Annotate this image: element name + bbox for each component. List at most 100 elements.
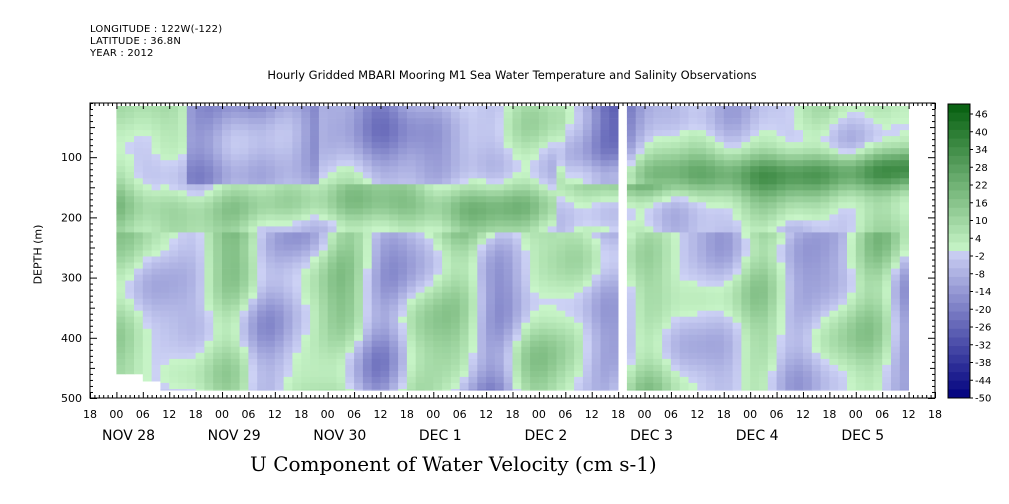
- heatmap-cell: [222, 256, 232, 263]
- heatmap-cell: [662, 262, 672, 269]
- heatmap-cell: [706, 346, 716, 354]
- heatmap-cell: [626, 286, 637, 293]
- heatmap-cell: [811, 286, 821, 293]
- heatmap-cell: [116, 154, 126, 161]
- heatmap-cell: [811, 256, 821, 263]
- heatmap-cell: [899, 130, 909, 137]
- heatmap-cell: [565, 124, 575, 131]
- heatmap-cell: [125, 322, 135, 330]
- heatmap-cell: [899, 250, 909, 257]
- heatmap-cell: [829, 130, 839, 137]
- heatmap-cell: [318, 382, 329, 390]
- heatmap-cell: [274, 226, 284, 233]
- heatmap-cell: [186, 112, 196, 119]
- heatmap-cell: [811, 280, 821, 287]
- heatmap-cell: [371, 220, 381, 227]
- heatmap-cell: [759, 346, 769, 354]
- heatmap-cell: [125, 226, 135, 233]
- heatmap-field: [116, 106, 909, 391]
- heatmap-cell: [591, 172, 601, 179]
- heatmap-cell: [213, 244, 223, 251]
- heatmap-cell: [310, 208, 320, 215]
- heatmap-cell: [714, 298, 725, 306]
- heatmap-cell: [530, 346, 540, 354]
- heatmap-cell: [292, 208, 302, 215]
- heatmap-cell: [283, 340, 293, 348]
- heatmap-cell: [213, 166, 223, 173]
- heatmap-cell: [415, 190, 425, 197]
- heatmap-cell: [160, 166, 170, 173]
- heatmap-cell: [891, 130, 901, 137]
- heatmap-cell: [626, 316, 637, 324]
- heatmap-cell: [248, 358, 258, 366]
- heatmap-cell: [345, 136, 355, 143]
- heatmap-cell: [116, 220, 126, 227]
- heatmap-cell: [160, 382, 170, 390]
- heatmap-cell: [266, 328, 276, 336]
- heatmap-cell: [354, 298, 364, 306]
- heatmap-cell: [706, 389, 716, 391]
- heatmap-cell: [803, 184, 813, 191]
- heatmap-cell: [635, 124, 645, 131]
- heatmap-cell: [327, 352, 337, 360]
- heatmap-cell: [362, 244, 373, 251]
- heatmap-cell: [697, 340, 707, 348]
- heatmap-cell: [134, 190, 144, 197]
- heatmap-cell: [415, 268, 425, 275]
- heatmap-cell: [626, 244, 637, 251]
- heatmap-cell: [433, 328, 443, 336]
- heatmap-cell: [494, 382, 505, 390]
- heatmap-cell: [626, 142, 637, 149]
- heatmap-cell: [389, 316, 399, 324]
- heatmap-cell: [125, 334, 135, 342]
- heatmap-cell: [609, 178, 619, 185]
- heatmap-cell: [547, 322, 557, 330]
- heatmap-cell: [459, 190, 469, 197]
- heatmap-cell: [741, 106, 751, 113]
- heatmap-cell: [230, 274, 240, 281]
- heatmap-cell: [169, 172, 179, 179]
- heatmap-cell: [600, 352, 610, 360]
- heatmap-cell: [714, 226, 725, 233]
- heatmap-cell: [380, 112, 390, 119]
- heatmap-cell: [477, 118, 487, 125]
- heatmap-cell: [591, 352, 601, 360]
- heatmap-cell: [538, 310, 549, 318]
- heatmap-cell: [222, 124, 232, 131]
- heatmap-cell: [600, 244, 610, 251]
- heatmap-cell: [292, 316, 302, 324]
- heatmap-cell: [406, 178, 417, 185]
- heatmap-cell: [591, 130, 601, 137]
- heatmap-cell: [670, 280, 681, 287]
- heatmap-cell: [847, 172, 857, 179]
- heatmap-cell: [820, 178, 830, 185]
- heatmap-cell: [556, 298, 566, 306]
- heatmap-cell: [345, 160, 355, 167]
- heatmap-cell: [406, 190, 417, 197]
- heatmap-cell: [213, 334, 223, 342]
- heatmap-cell: [855, 106, 865, 113]
- heatmap-cell: [591, 124, 601, 131]
- heatmap-cell: [662, 166, 672, 173]
- heatmap-cell: [398, 148, 408, 155]
- heatmap-cell: [477, 106, 487, 113]
- heatmap-cell: [195, 376, 205, 384]
- heatmap-cell: [767, 172, 777, 179]
- heatmap-cell: [750, 286, 760, 293]
- heatmap-cell: [785, 190, 795, 197]
- heatmap-cell: [327, 280, 337, 287]
- heatmap-cell: [556, 274, 566, 281]
- x-date-label: DEC 1: [419, 428, 462, 444]
- heatmap-cell: [829, 389, 839, 391]
- heatmap-cell: [371, 389, 381, 391]
- heatmap-cell: [398, 214, 408, 221]
- heatmap-cell: [450, 382, 461, 390]
- heatmap-cell: [547, 196, 557, 203]
- heatmap-cell: [486, 340, 496, 348]
- heatmap-cell: [697, 274, 707, 281]
- heatmap-cell: [530, 304, 540, 312]
- heatmap-cell: [134, 136, 144, 143]
- heatmap-cell: [547, 250, 557, 257]
- heatmap-cell: [741, 268, 751, 275]
- heatmap-cell: [468, 244, 478, 251]
